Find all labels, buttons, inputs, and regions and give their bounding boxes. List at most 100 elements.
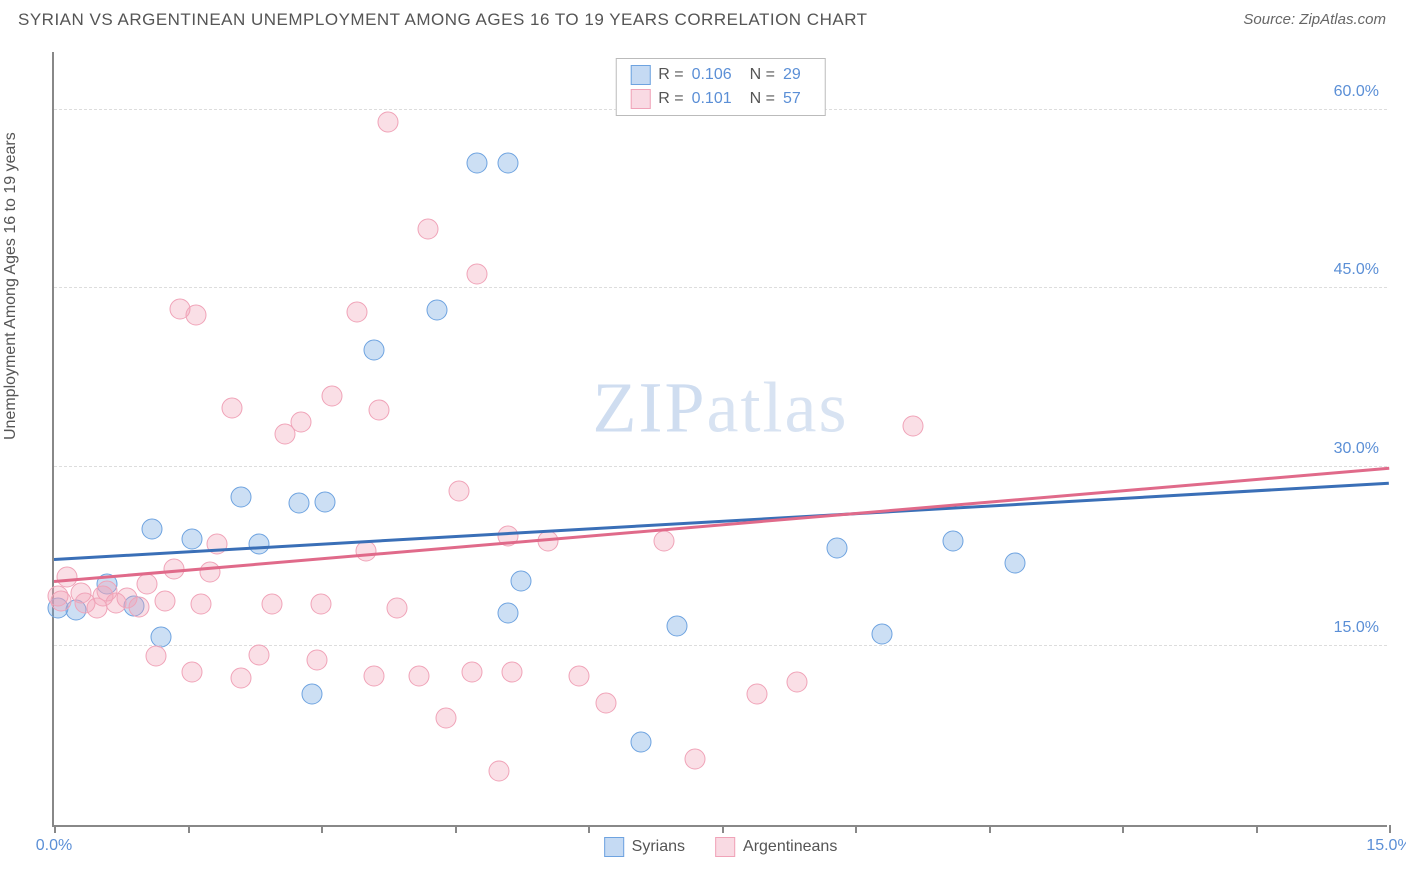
x-tick	[1389, 825, 1391, 833]
source-attribution: Source: ZipAtlas.com	[1243, 11, 1386, 29]
legend-swatch	[715, 837, 735, 857]
data-point	[368, 400, 389, 421]
stat-r-value: 0.101	[692, 90, 732, 108]
data-point	[311, 594, 332, 615]
x-tick	[855, 825, 857, 833]
data-point	[1005, 552, 1026, 573]
data-point	[827, 538, 848, 559]
data-point	[466, 264, 487, 285]
chart-legend: Syrians Argentineans	[604, 837, 838, 857]
grid-line	[54, 287, 1387, 288]
x-tick	[588, 825, 590, 833]
data-point	[377, 111, 398, 132]
stats-row: R = 0.106 N = 29	[630, 63, 811, 87]
x-tick	[54, 825, 56, 833]
stats-row: R = 0.101 N = 57	[630, 87, 811, 111]
data-point	[355, 540, 376, 561]
y-tick-label: 30.0%	[1334, 440, 1379, 458]
data-point	[137, 574, 158, 595]
data-point	[262, 594, 283, 615]
data-point	[902, 415, 923, 436]
data-point	[248, 533, 269, 554]
data-point	[871, 624, 892, 645]
source-prefix: Source:	[1243, 11, 1299, 28]
x-tick	[1256, 825, 1258, 833]
data-point	[199, 562, 220, 583]
data-point	[302, 683, 323, 704]
stat-n-label: N =	[750, 66, 775, 84]
data-point	[667, 615, 688, 636]
data-point	[364, 340, 385, 361]
stat-n-value: 57	[783, 90, 801, 108]
data-point	[190, 594, 211, 615]
scatter-chart: ZIPatlas 15.0%30.0%45.0%60.0%0.0%15.0%R …	[52, 52, 1387, 827]
legend-item: Syrians	[604, 837, 685, 857]
stat-r-label: R =	[658, 66, 683, 84]
x-tick	[989, 825, 991, 833]
data-point	[408, 665, 429, 686]
data-point	[321, 385, 342, 406]
x-tick	[321, 825, 323, 833]
data-point	[306, 650, 327, 671]
data-point	[497, 602, 518, 623]
data-point	[386, 598, 407, 619]
x-tick-label: 0.0%	[36, 837, 72, 855]
stat-r-value: 0.106	[692, 66, 732, 84]
stat-r-label: R =	[658, 90, 683, 108]
legend-label: Syrians	[632, 838, 685, 856]
stat-n-label: N =	[750, 90, 775, 108]
data-point	[747, 683, 768, 704]
trend-line	[54, 467, 1389, 583]
data-point	[150, 626, 171, 647]
data-point	[181, 528, 202, 549]
data-point	[448, 481, 469, 502]
data-point	[230, 668, 251, 689]
legend-label: Argentineans	[743, 838, 837, 856]
y-tick-label: 45.0%	[1334, 261, 1379, 279]
data-point	[631, 731, 652, 752]
data-point	[315, 491, 336, 512]
data-point	[489, 761, 510, 782]
data-point	[364, 665, 385, 686]
data-point	[595, 693, 616, 714]
data-point	[291, 412, 312, 433]
data-point	[417, 218, 438, 239]
data-point	[51, 590, 72, 611]
x-tick	[1122, 825, 1124, 833]
data-point	[128, 596, 149, 617]
data-point	[537, 531, 558, 552]
data-point	[684, 749, 705, 770]
watermark-text: ZIPatlas	[593, 366, 849, 449]
y-axis-label: Unemployment Among Ages 16 to 19 years	[2, 132, 20, 440]
data-point	[186, 304, 207, 325]
trend-line	[54, 482, 1389, 561]
data-point	[511, 570, 532, 591]
source-name: ZipAtlas.com	[1299, 11, 1386, 28]
data-point	[222, 397, 243, 418]
data-point	[426, 299, 447, 320]
correlation-stats-box: R = 0.106 N = 29 R = 0.101 N = 57	[615, 58, 826, 116]
data-point	[181, 662, 202, 683]
x-tick	[722, 825, 724, 833]
data-point	[502, 662, 523, 683]
data-point	[230, 487, 251, 508]
legend-item: Argentineans	[715, 837, 837, 857]
stat-n-value: 29	[783, 66, 801, 84]
data-point	[346, 302, 367, 323]
data-point	[462, 662, 483, 683]
data-point	[653, 531, 674, 552]
x-tick-label: 15.0%	[1366, 837, 1406, 855]
data-point	[569, 665, 590, 686]
series-swatch	[630, 89, 650, 109]
series-swatch	[630, 65, 650, 85]
y-tick-label: 60.0%	[1334, 83, 1379, 101]
data-point	[497, 153, 518, 174]
y-tick-label: 15.0%	[1334, 619, 1379, 637]
data-point	[942, 531, 963, 552]
data-point	[141, 519, 162, 540]
data-point	[248, 644, 269, 665]
data-point	[435, 707, 456, 728]
data-point	[155, 590, 176, 611]
chart-title: SYRIAN VS ARGENTINEAN UNEMPLOYMENT AMONG…	[18, 10, 868, 30]
data-point	[146, 645, 167, 666]
